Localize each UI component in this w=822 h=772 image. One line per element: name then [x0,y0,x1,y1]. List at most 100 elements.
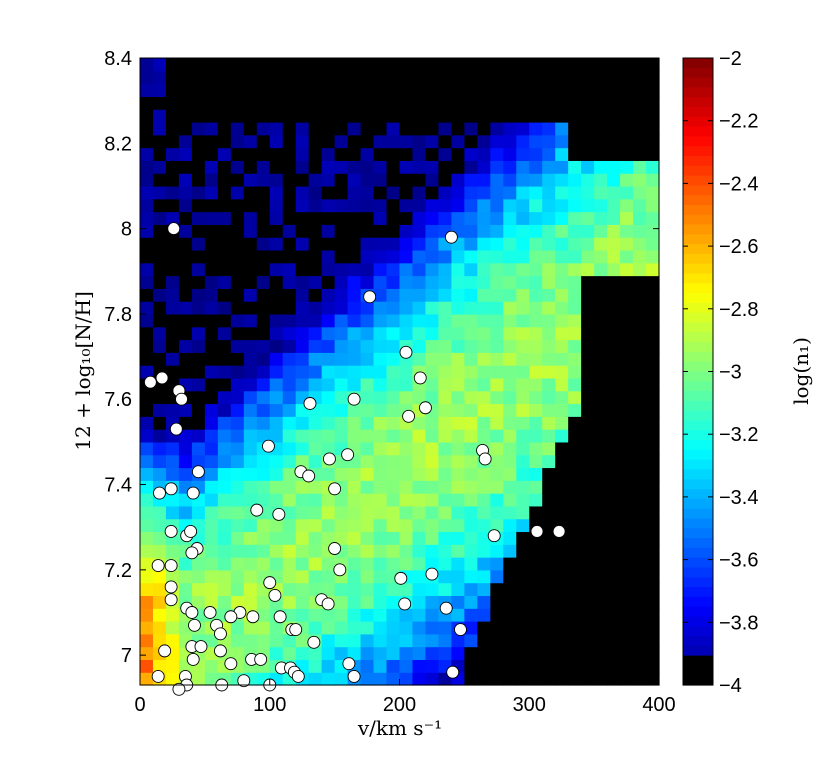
heatmap-cell [451,275,465,289]
heatmap-cell [360,70,375,85]
heatmap-cell [529,416,543,430]
colorbar-swatch [683,410,713,422]
heatmap-cell [243,173,258,187]
heatmap-cell [360,134,375,149]
heatmap-cell [581,582,595,597]
heatmap-cell [425,70,440,85]
heatmap-cell [594,313,608,328]
heatmap-cell [360,505,375,520]
heatmap-cell [529,134,543,149]
heatmap-cell [217,275,232,289]
heatmap-cell [243,262,258,277]
colorbar-swatch [683,528,713,539]
heatmap-cell [399,58,414,72]
heatmap-cell [425,160,440,174]
heatmap-cell [334,70,349,85]
heatmap-cell [451,301,465,315]
heatmap-cell [334,288,349,302]
heatmap-cell [295,147,310,161]
heatmap-cell [464,544,478,558]
heatmap-cell [594,416,608,430]
heatmap-cell [542,288,556,302]
heatmap-cell [581,416,595,430]
heatmap-cell [594,70,608,85]
heatmap-cell [607,83,621,97]
heatmap-cell [607,173,621,187]
heatmap-cell [425,224,440,238]
heatmap-cell [477,544,491,558]
heatmap-cell [386,288,401,302]
data-point [164,482,178,496]
heatmap-cell [230,582,245,597]
heatmap-cell [386,160,401,174]
heatmap-cell [581,454,595,469]
colorbar-swatch [683,557,713,569]
heatmap-cell [555,121,569,136]
heatmap-cell [256,467,271,481]
heatmap-cell [373,390,388,405]
heatmap-cell [412,646,427,661]
heatmap-cell [620,403,634,417]
heatmap-cell [412,326,427,341]
heatmap-cell [360,403,375,417]
heatmap-cell [412,544,427,558]
heatmap-cell [607,672,621,686]
heatmap-cell [438,646,452,661]
heatmap-cell [503,288,517,302]
heatmap-cell [178,211,193,225]
heatmap-cell [399,288,414,302]
heatmap-cell [516,365,530,379]
heatmap-cell [477,531,491,545]
heatmap-cell [464,70,478,85]
heatmap-cell [555,160,569,174]
heatmap-cell [256,633,271,648]
heatmap-cell [503,403,517,417]
heatmap-cell [386,518,401,533]
colorbar-swatch [683,263,713,275]
heatmap-cell [282,249,297,264]
heatmap-cell [412,288,427,302]
heatmap-cell [243,70,258,85]
heatmap-cell [243,467,258,481]
data-point [151,559,165,573]
heatmap-cell [594,237,608,251]
heatmap-cell [165,621,180,635]
heatmap-cell [178,160,193,174]
heatmap-cell [464,224,478,238]
colorbar-swatch [683,587,713,598]
heatmap-cell [620,518,634,533]
heatmap-cell [308,185,323,200]
heatmap-cell [308,544,323,558]
heatmap-cell [568,467,582,481]
heatmap-cell [620,275,634,289]
heatmap-cell [217,121,232,136]
heatmap-cell [256,518,271,533]
heatmap-cell [516,531,530,545]
heatmap-cell [269,531,284,545]
heatmap-cell [620,198,634,213]
heatmap-cell [568,377,582,392]
heatmap-cell [140,646,154,661]
heatmap-cell [334,160,349,174]
heatmap-cell [529,211,543,225]
heatmap-cell [191,96,206,110]
heatmap-cell [594,608,608,622]
heatmap-cell [217,58,232,72]
heatmap-cell [412,160,427,174]
heatmap-cell [412,352,427,366]
heatmap-cell [412,262,427,277]
heatmap-cell [477,301,491,315]
heatmap-cell [451,569,465,584]
heatmap-cell [360,544,375,558]
data-point [347,670,361,683]
data-point [167,222,181,236]
heatmap-cell [360,185,375,200]
data-point [322,452,336,466]
heatmap-cell [425,262,440,277]
heatmap-cell [152,659,167,673]
heatmap-cell [529,121,543,136]
heatmap-cell [503,134,517,149]
heatmap-cell [438,160,452,174]
heatmap-cell [334,365,349,379]
heatmap-cell [386,249,401,264]
